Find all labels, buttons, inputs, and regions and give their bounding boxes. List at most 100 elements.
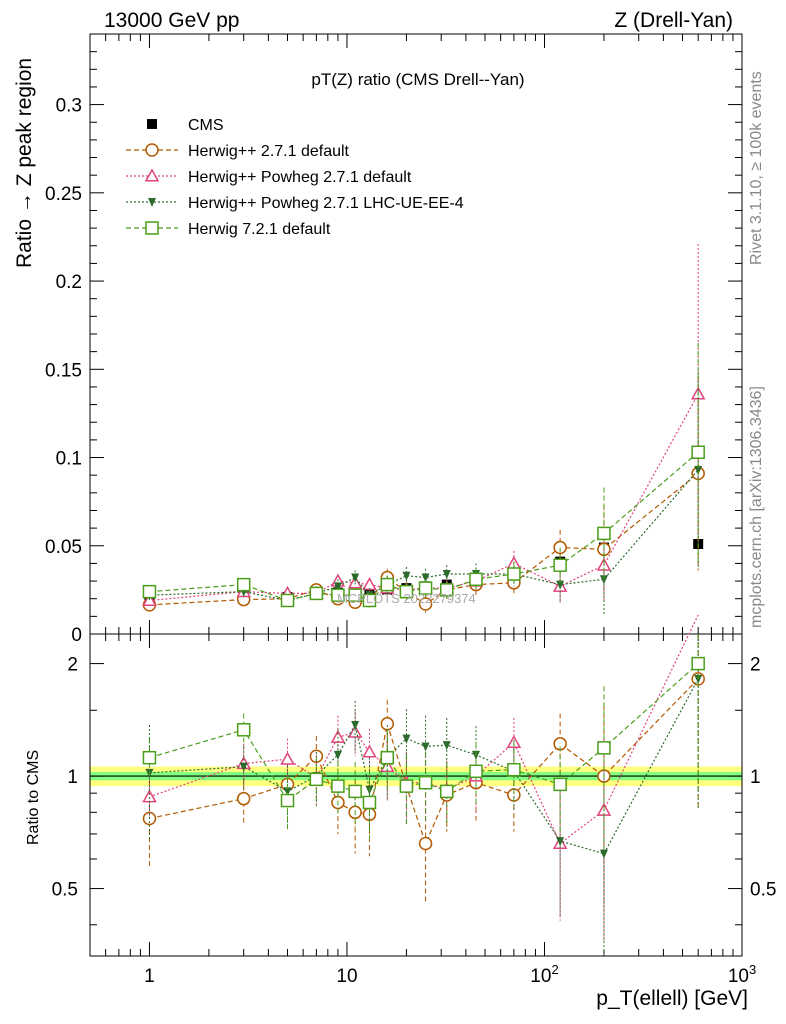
- ratio-data-point: [439, 784, 454, 799]
- x-axis-label: p_T(ellell) [GeV]: [596, 987, 748, 1010]
- data-point: [399, 584, 414, 599]
- legend-marker: [145, 221, 159, 235]
- x-tick-label: 1: [144, 966, 155, 987]
- data-point: [442, 570, 451, 579]
- y-tick-label-right: 1: [750, 767, 761, 788]
- data-point: [418, 597, 433, 611]
- legend-label: Herwig 7.2.1 default: [188, 221, 331, 238]
- main-panel: 0 0.05 0.1 0.15 0.2 0.25 0.3: [45, 33, 743, 646]
- data-point: [362, 577, 377, 591]
- data-point: [236, 577, 251, 592]
- x-tick-label: 103: [728, 962, 756, 987]
- data-point: [351, 573, 360, 583]
- data-point: [421, 573, 430, 583]
- ratio-series-line: [149, 663, 699, 804]
- ratio-data-point: [333, 750, 342, 760]
- ratio-data-point: [331, 779, 345, 793]
- ratio-frame: [89, 633, 743, 957]
- y-tick-label: 0.1: [56, 449, 82, 470]
- ratio-data-point: [362, 795, 377, 810]
- ratio-data-point: [418, 836, 433, 851]
- series-3: [145, 372, 703, 615]
- data-point: [556, 580, 565, 590]
- data-point: [469, 572, 483, 587]
- ratio-data-point: [399, 779, 414, 793]
- ratio-data-point: [402, 734, 411, 744]
- ratio-panel: 1 10 102 103 0.5 0.5 1 1 2 2: [52, 614, 776, 987]
- ratio-data-point: [309, 772, 324, 787]
- mcplots-source-label: mcplots.cern.ch [arXiv:1306.3436]: [748, 386, 765, 628]
- ratio-data-point: [351, 720, 360, 730]
- legend: CMS Herwig++ 2.7.1 default Herwig++ Powheg…: [126, 117, 464, 238]
- data-point: [333, 582, 342, 592]
- series-line: [149, 393, 699, 602]
- legend-marker: [144, 168, 160, 182]
- legend-label: Herwig++ Powheg 2.7.1 LHC-UE-EE-4: [188, 195, 464, 212]
- legend-label: Herwig++ Powheg 2.7.1 default: [188, 169, 412, 186]
- y-tick-label: 0.15: [45, 360, 82, 381]
- header-left-label: 13000 GeV pp: [104, 9, 239, 32]
- legend-marker: [145, 143, 159, 157]
- ratio-y-axis-label: Ratio to CMS: [25, 750, 42, 845]
- ratio-data-point: [691, 656, 705, 671]
- legend-label: CMS: [188, 117, 224, 134]
- data-point: [331, 588, 345, 602]
- y-tick-label: 0.3: [56, 96, 82, 117]
- main-y-axis-label: Ratio → Z peak region: [13, 58, 36, 268]
- y-tick-label: 0.05: [45, 537, 82, 558]
- ratio-data-point: [556, 837, 565, 847]
- data-point: [691, 445, 705, 459]
- ratio-data-point: [442, 741, 451, 751]
- data-point: [142, 584, 157, 599]
- data-point: [694, 465, 703, 475]
- data-point: [507, 567, 521, 581]
- ratio-data-point: [380, 750, 395, 765]
- legend-marker: [147, 119, 157, 129]
- data-point: [439, 583, 454, 597]
- series-line: [149, 472, 699, 606]
- legend-entry: Herwig++ 2.7.1 default: [126, 143, 350, 160]
- ratio-data-point: [469, 764, 483, 779]
- ratio-series-line: [149, 614, 699, 845]
- data-point: [362, 593, 377, 608]
- y-tick-label-right: 0.5: [750, 880, 776, 901]
- ratio-data-point: [142, 789, 157, 803]
- data-point: [418, 581, 433, 595]
- ratio-data-point: [599, 849, 608, 859]
- ratio-data-point: [283, 787, 292, 797]
- ratio-data-point: [280, 751, 295, 765]
- data-point: [348, 588, 362, 602]
- watermark-label: MCPLOTS 2022279374: [337, 591, 476, 606]
- data-point: [402, 571, 411, 581]
- series-2: [142, 244, 706, 607]
- legend-entry: CMS: [147, 117, 224, 134]
- ratio-series-line: [149, 678, 699, 855]
- ratio-data-point: [597, 741, 611, 755]
- y-tick-label: 2: [67, 655, 78, 676]
- y-tick-label: 0: [71, 625, 82, 646]
- data-point: [553, 558, 567, 572]
- data-point: [280, 593, 295, 608]
- legend-entry: Herwig++ Powheg 2.7.1 LHC-UE-EE-4: [126, 195, 464, 212]
- y-tick-label: 0.2: [56, 272, 82, 293]
- data-point: [599, 575, 608, 585]
- x-tick-label: 10: [336, 966, 357, 987]
- series-line: [149, 469, 699, 602]
- ratio-data-point: [236, 723, 251, 737]
- ratio-data-point: [507, 762, 521, 777]
- ratio-data-point: [380, 717, 395, 731]
- ratio-series-line: [149, 678, 699, 846]
- legend-entry: Herwig 7.2.1 default: [126, 221, 331, 238]
- ratio-data-point: [280, 793, 295, 808]
- legend-label: Herwig++ 2.7.1 default: [188, 143, 350, 160]
- legend-marker: [148, 198, 156, 207]
- y-tick-label: 0.5: [52, 880, 78, 901]
- header-right-label: Z (Drell-Yan): [614, 9, 733, 32]
- series-line: [149, 451, 699, 602]
- legend-entry: Herwig++ Powheg 2.7.1 default: [126, 168, 412, 186]
- main-title: pT(Z) ratio (CMS Drell--Yan): [311, 70, 524, 89]
- series-4: [142, 342, 705, 608]
- ratio-data-point: [236, 791, 251, 806]
- ratio-data-point: [418, 775, 433, 790]
